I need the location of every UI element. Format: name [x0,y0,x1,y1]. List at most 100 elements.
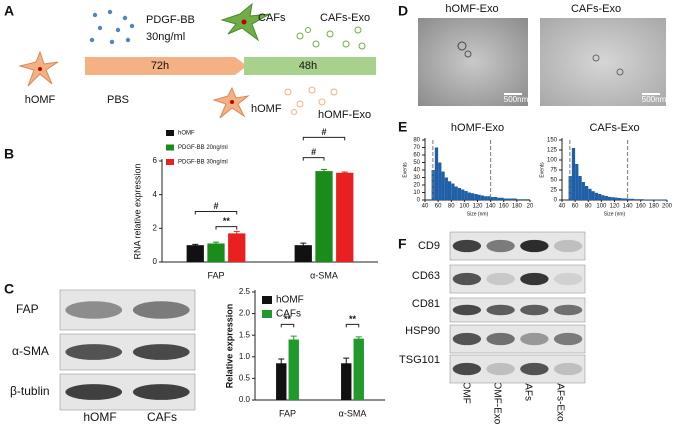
western-blot: CD9 CD63 CD81 HSP90 TSG101 hOMF hOMF-Exo… [399,240,565,425]
x-tick-label: 180 [512,204,523,210]
y-tick-label: 60 [413,153,420,159]
histogram-bar [516,199,521,200]
panel-label: B [4,146,14,162]
bar [228,233,246,262]
histogram-bar [451,183,455,200]
histogram-bar [500,197,504,200]
micrograph [418,18,528,106]
blot-lane-label: CAFs [147,410,177,424]
bar [294,245,312,262]
blot-band [65,384,123,400]
error-bar [343,357,350,369]
x-tick-label: FAP [207,270,224,280]
x-axis-label: Size (nm) [604,211,626,217]
histogram-bar [454,186,458,200]
panel-label: C [4,281,14,297]
x-tick-label: 120 [609,204,620,210]
blot-band [553,272,583,286]
histogram-bar [581,182,585,200]
blot-band [553,332,583,346]
histogram-bar [470,193,475,200]
blot-row-label: CD63 [412,270,440,282]
duration: 72h [151,60,169,72]
histogram-bar [444,177,448,200]
significance-bracket [194,211,238,215]
histogram-bar [604,196,608,200]
blot-band [520,304,549,316]
y-tick-label: 20 [413,183,420,189]
histogram-bar [497,197,501,200]
blot-band [486,304,515,316]
treatment-label: PDGF-BB [146,14,195,26]
y-tick-label: 0.0 [239,395,251,404]
blot-row-label: β-tublin [10,384,50,398]
x-tick-label: 80 [448,204,455,210]
chart: 0.0 0.5 1.0 1.5 2.0 2.5 Relative expression FAP… [224,287,385,418]
histogram-bar [467,192,471,200]
blot-lane-label: CAFs-Exo [554,376,565,422]
blot-band [553,304,583,316]
exosome-icons [284,86,338,115]
y-tick-label: 30 [413,175,420,181]
x-tick-label: FAP [279,408,296,418]
blot-row-label: FAP [16,302,39,316]
bar [336,172,354,262]
histogram-bar [637,199,641,200]
histogram-bar [484,196,488,200]
histogram-bar [507,198,511,200]
histogram-bar [571,148,576,200]
histogram-bar [584,186,589,200]
blot-lane-label: hOMF [83,410,116,424]
x-tick-label: 60 [572,204,579,210]
error-bar [233,230,240,236]
y-tick-label: 6 [153,156,158,165]
blot-band [452,362,482,376]
histogram-bar [474,194,478,200]
growth-factor-dots [89,9,135,45]
y-tick-label: 0 [554,198,558,204]
y-tick-label: 75 [550,168,557,174]
nucleus [38,67,42,71]
vesicle [616,68,624,76]
nucleus [241,19,247,25]
blot-band [132,301,190,319]
y-tick-label: 0 [153,257,158,266]
western-blot: FAP α-SMA β-tublin hOMF CAFs [10,302,177,424]
blot-band [486,272,515,286]
histogram-bar [480,195,485,200]
histogram-bar [523,199,527,200]
significance-bracket [302,136,346,141]
control-label: PBS [107,94,129,106]
y-tick-label: 0 [417,198,421,204]
histogram-bar [607,196,612,200]
histogram-bar [520,199,524,200]
error-bar [341,171,348,174]
micrograph-title: CAFs-Exo [571,3,621,15]
histogram-bar [601,195,605,200]
y-axis-label: Relative expression [224,304,234,389]
bar [207,243,225,262]
y-axis-label: Events [402,162,408,178]
x-tick-label: 200 [662,204,673,210]
scale-label: 500nm [504,95,529,104]
histogram-bar [477,194,481,200]
significance-bracket [280,323,295,328]
blot-band [452,304,482,316]
vesicle [457,41,467,51]
blot-band [65,344,123,360]
legend-label: PDGF-BB 30ng/ml [178,160,228,166]
blot-row-label: CD9 [418,240,440,252]
significance-label: ** [223,216,231,226]
micrograph [540,18,666,106]
blot-band [520,332,549,346]
y-tick-label: 150 [547,138,558,144]
y-tick-label: 25 [550,188,557,194]
x-tick-label: 160 [636,204,647,210]
significance-bracket [302,157,325,161]
y-tick-label: 70 [413,145,420,151]
blot-band [452,272,482,286]
micrograph-title: hOMF-Exo [445,3,498,15]
panel-label: E [398,119,407,135]
